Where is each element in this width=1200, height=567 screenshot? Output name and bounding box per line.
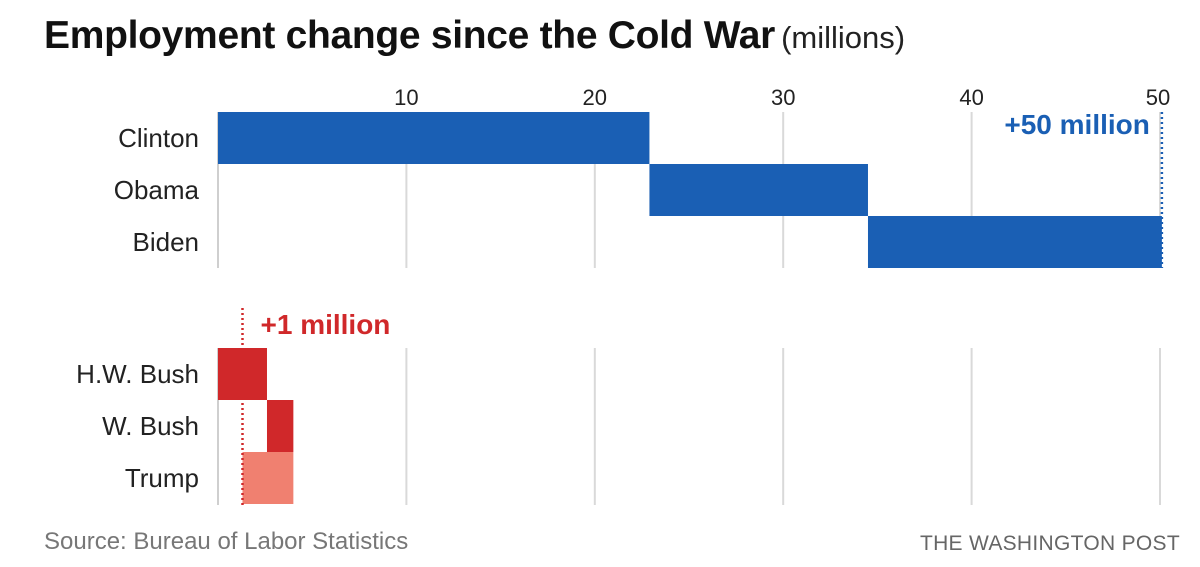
chart-title: Employment change since the Cold War: [44, 14, 776, 57]
chart-title-block: Employment change since the Cold War (mil…: [44, 14, 905, 58]
bar-w-bush: [266, 400, 294, 452]
bar-biden: [867, 216, 1162, 268]
chart-subtitle: (millions): [781, 20, 906, 55]
bar-clinton: [218, 112, 650, 164]
row-label: Clinton: [118, 123, 199, 153]
bar-trump: [242, 452, 294, 504]
total-label: +50 million: [1004, 109, 1150, 140]
x-tick-label: 50: [1146, 85, 1170, 110]
source-note: Source: Bureau of Labor Statistics: [44, 528, 409, 555]
x-tick-label: 30: [771, 85, 795, 110]
row-label: H.W. Bush: [76, 359, 199, 389]
total-label: +1 million: [260, 309, 390, 340]
bar-obama: [649, 164, 868, 216]
x-tick-label: 40: [959, 85, 983, 110]
row-label: Obama: [114, 175, 200, 205]
row-label: Trump: [125, 463, 199, 493]
publisher-credit: THE WASHINGTON POST: [919, 532, 1180, 555]
x-tick-label: 10: [394, 85, 418, 110]
row-label: W. Bush: [102, 411, 199, 441]
row-label: Biden: [133, 227, 200, 257]
x-tick-label: 20: [583, 85, 607, 110]
